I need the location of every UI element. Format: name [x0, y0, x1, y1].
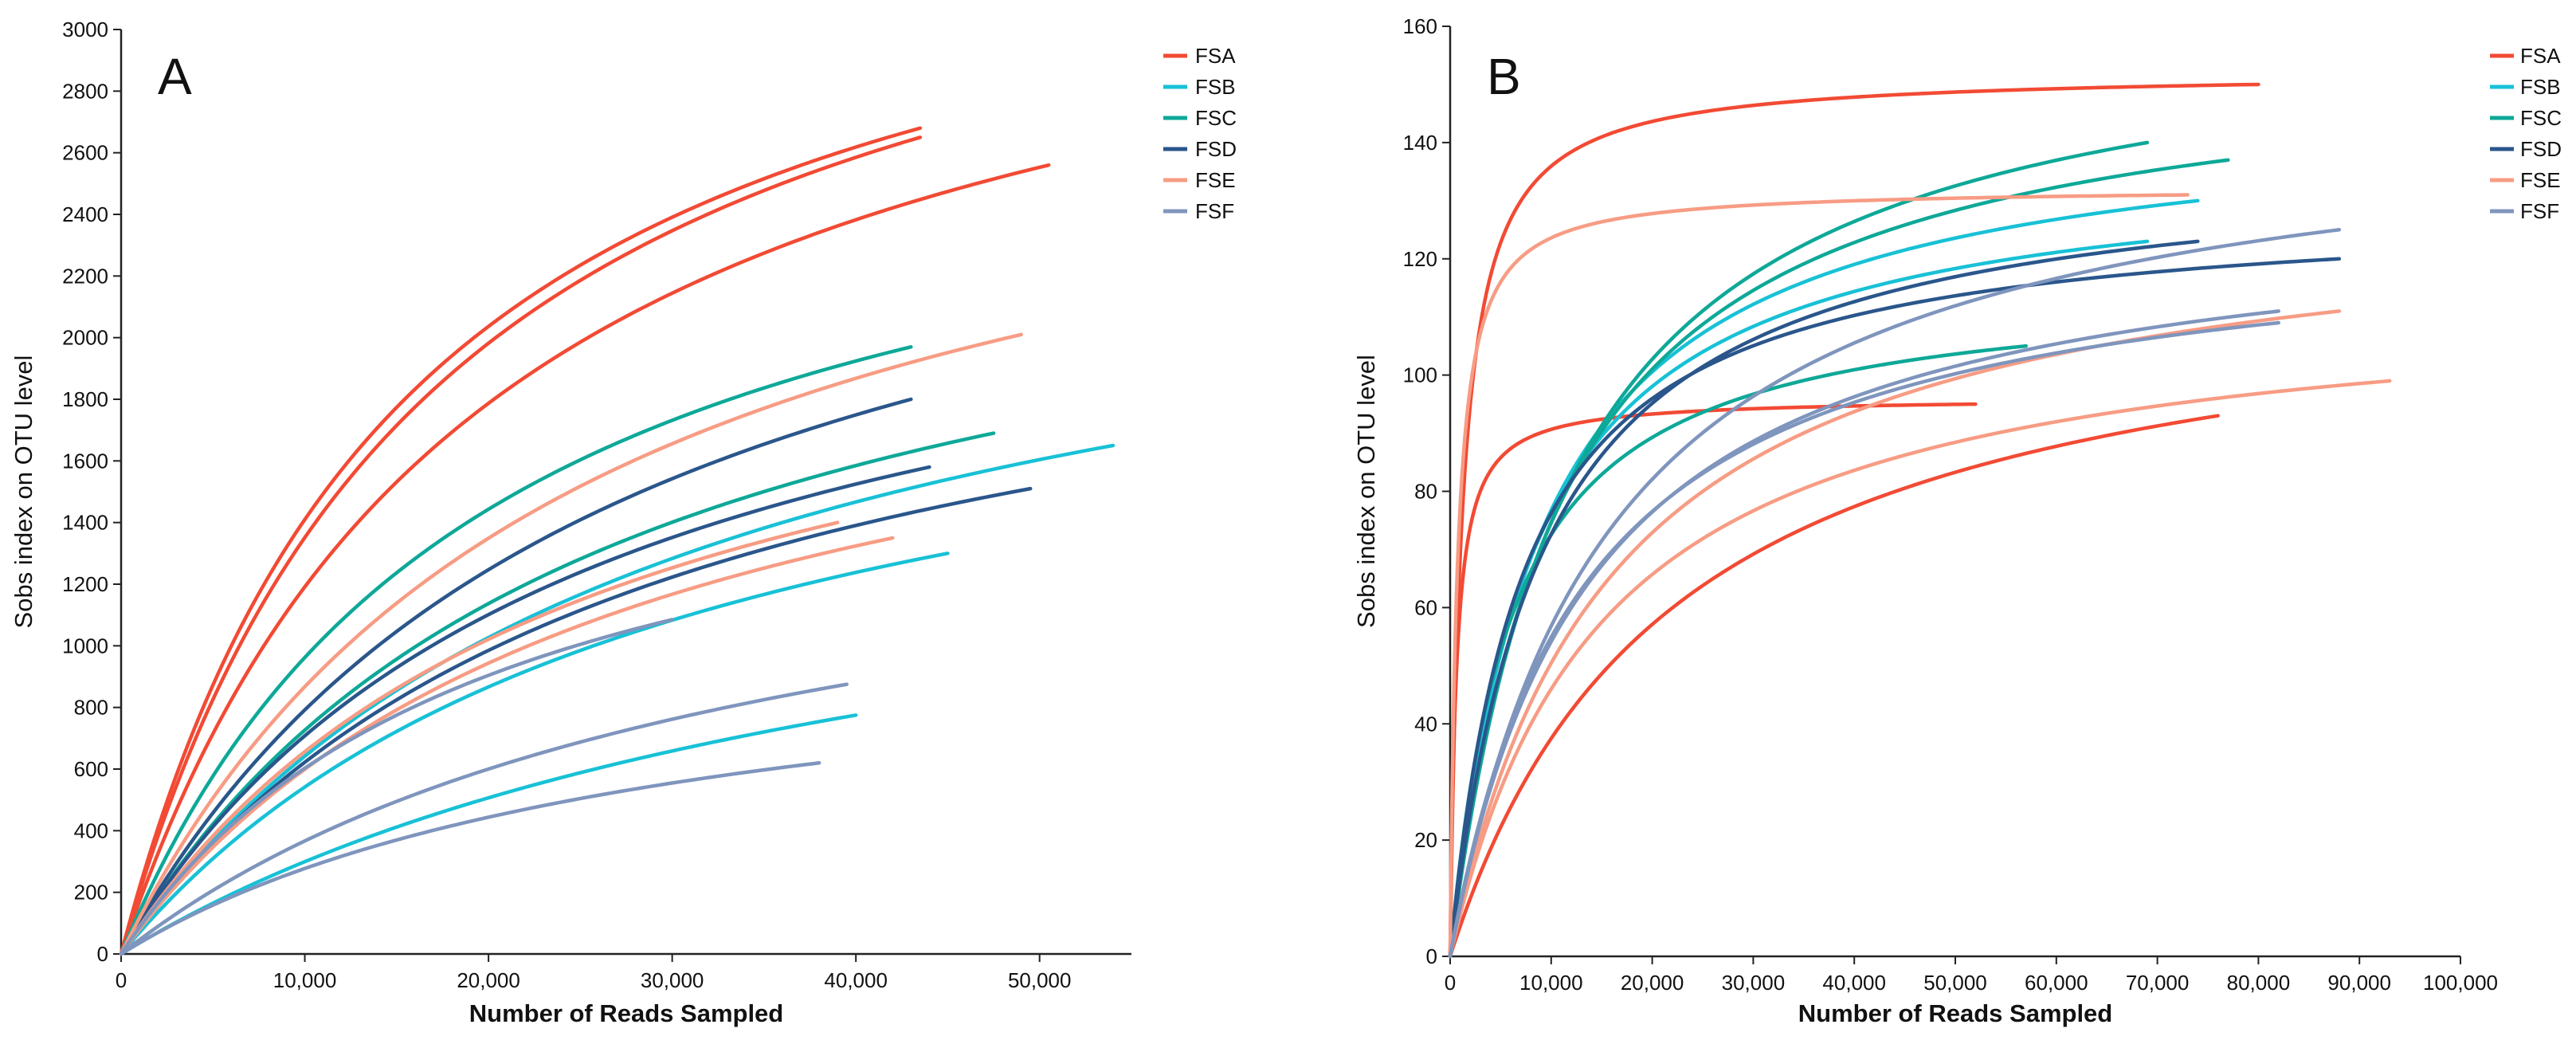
x-tick-label: 40,000	[824, 968, 888, 992]
y-tick-label: 1400	[62, 511, 108, 535]
y-tick-label: 3000	[62, 18, 108, 41]
y-axis-title: Sobs index on OTU level	[1352, 355, 1380, 628]
legend-label-fsa: FSA	[2520, 44, 2561, 68]
x-tick-label: 0	[1445, 971, 1456, 995]
legend-label-fse: FSE	[2520, 168, 2561, 192]
x-tick-label: 20,000	[1621, 971, 1684, 995]
x-tick-label: 30,000	[641, 968, 704, 992]
x-tick-label: 100,000	[2423, 971, 2498, 995]
curve-fsf-16	[1448, 320, 2281, 959]
curve-fsc-7	[119, 345, 913, 956]
curve-fsa-1	[119, 126, 923, 956]
y-tick-label: 120	[1403, 247, 1437, 271]
y-tick-label: 0	[1426, 944, 1437, 968]
curve-fsb-4	[1448, 198, 2200, 959]
legend-label-fsf: FSF	[1195, 199, 1234, 223]
y-tick-label: 200	[74, 881, 108, 905]
curve-fsf-15	[119, 618, 674, 956]
curve-fsa-1	[1448, 82, 2260, 959]
curve-fse-14	[119, 536, 895, 956]
curve-fse-12	[119, 332, 1023, 956]
y-tick-label: 1000	[62, 634, 108, 657]
y-axis-title: Sobs index on OTU level	[10, 355, 37, 629]
legend-label-fsc: FSC	[2520, 106, 2562, 130]
x-tick-label: 60,000	[2025, 971, 2088, 995]
legend-label-fse: FSE	[1195, 168, 1236, 192]
y-tick-label: 1600	[62, 449, 108, 473]
curve-fsd-11	[119, 486, 1033, 956]
x-tick-label: 40,000	[1822, 971, 1886, 995]
curve-fsc-7	[1448, 158, 2230, 959]
y-tick-label: 2400	[62, 202, 108, 226]
curve-fsa-3	[1448, 414, 2220, 959]
y-tick-label: 0	[97, 942, 108, 966]
y-tick-label: 40	[1414, 712, 1437, 736]
curve-fsc-8	[1448, 343, 2029, 959]
x-tick-label: 10,000	[273, 968, 337, 992]
curve-fsa-2	[119, 135, 923, 956]
y-tick-label: 20	[1414, 828, 1437, 852]
y-tick-label: 400	[74, 818, 108, 842]
y-tick-label: 600	[74, 757, 108, 781]
legend-label-fsd: FSD	[2520, 137, 2562, 161]
curve-fsb-5	[1448, 239, 2150, 959]
legend-label-fsf: FSF	[2520, 199, 2559, 223]
panel-b: 0 20 40 60 80 100 120 140 160 0 10,000 20,000 30,000…	[1352, 14, 2562, 1027]
legend-label-fsb: FSB	[1195, 75, 1236, 99]
curve-fsf-16	[119, 682, 849, 956]
legend-label-fsb: FSB	[2520, 75, 2561, 99]
curve-fsf-17	[119, 761, 821, 956]
y-tick-label: 160	[1403, 14, 1437, 38]
curve-fsd-9	[119, 397, 913, 956]
y-tick-label: 2600	[62, 141, 108, 165]
y-tick-label: 100	[1403, 363, 1437, 387]
x-tick-label: 80,000	[2227, 971, 2291, 995]
x-tick-label: 10,000	[1519, 971, 1583, 995]
y-tick-label: 2800	[62, 79, 108, 103]
curve-fsa-3	[119, 163, 1051, 956]
x-tick-label: 90,000	[2327, 971, 2391, 995]
legend-label-fsa: FSA	[1195, 44, 1236, 68]
panel-label: B	[1487, 48, 1521, 105]
y-tick-label: 1200	[62, 572, 108, 596]
curve-fse-13	[1448, 379, 2392, 959]
curve-fsf-14	[1448, 228, 2342, 959]
y-tick-label: 140	[1403, 131, 1437, 155]
x-tick-label: 50,000	[1923, 971, 1987, 995]
x-tick-label: 50,000	[1008, 968, 1072, 992]
curve-fsc-8	[119, 431, 996, 956]
y-tick-label: 2000	[62, 326, 108, 350]
y-tick-label: 800	[74, 696, 108, 720]
panel-a: 0 200 400 600 800 1000 1200 1400 1600 1800 2000 220…	[10, 18, 1237, 1027]
y-tick-label: 1800	[62, 387, 108, 411]
x-tick-label: 70,000	[2126, 971, 2190, 995]
x-tick-label: 30,000	[1722, 971, 1786, 995]
y-tick-label: 2200	[62, 264, 108, 288]
legend-label-fsd: FSD	[1195, 137, 1237, 161]
x-tick-label: 20,000	[457, 968, 520, 992]
y-tick-label: 60	[1414, 595, 1437, 619]
x-axis-title: Number of Reads Sampled	[1798, 999, 2112, 1027]
curve-fsd-10	[1448, 257, 2342, 959]
curve-fse-12	[1448, 309, 2342, 959]
y-tick-label: 80	[1414, 480, 1437, 504]
curve-fse-11	[1448, 193, 2190, 959]
panel-label: A	[158, 48, 192, 105]
curve-fsb-5	[119, 551, 950, 956]
legend-label-fsc: FSC	[1195, 106, 1237, 130]
curve-fsd-10	[119, 465, 931, 956]
x-axis-title: Number of Reads Sampled	[469, 999, 783, 1027]
x-tick-label: 0	[116, 968, 127, 992]
